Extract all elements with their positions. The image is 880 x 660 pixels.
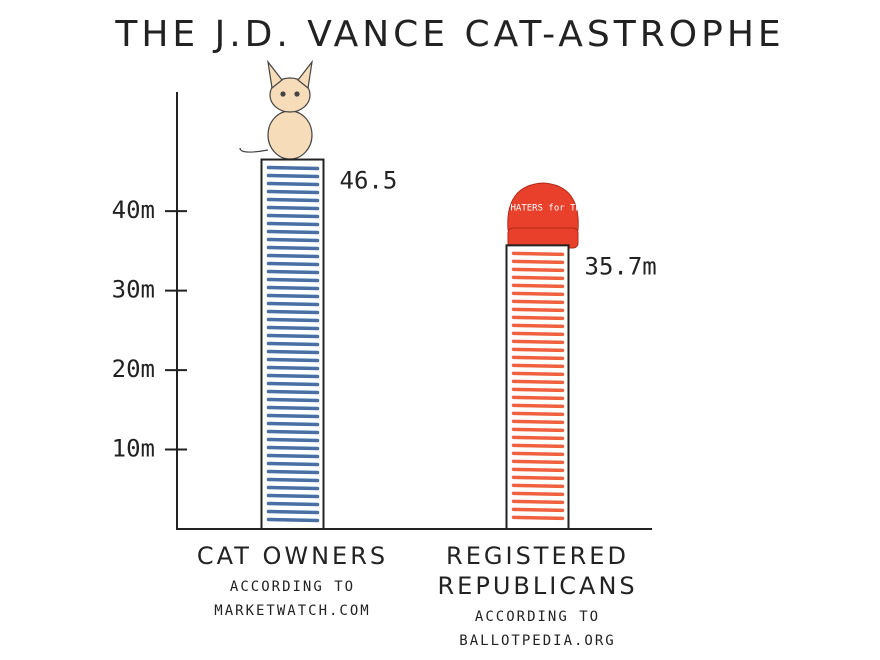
bar-stripe xyxy=(266,509,320,515)
bar-stripe xyxy=(266,277,320,283)
bar-stripe xyxy=(511,331,565,337)
bar-stripe xyxy=(511,299,565,305)
bar-stripe xyxy=(266,517,320,523)
bar-stripe xyxy=(511,443,565,449)
bar-stripe xyxy=(266,349,320,355)
bar-stripe xyxy=(266,389,320,395)
bar-stripe xyxy=(266,357,320,363)
bar-stripe xyxy=(511,379,565,385)
bar-stripe xyxy=(511,427,565,433)
bar-stripe xyxy=(511,307,565,313)
bar-stripe xyxy=(511,315,565,321)
chart-title: THE J.D. VANCE CAT-ASTROPHE xyxy=(114,14,784,55)
bar-stripe xyxy=(511,411,565,417)
bar-stripe xyxy=(511,459,565,465)
bar-stripe xyxy=(266,501,320,507)
category-note: ACCORDING TO BALLOTPEDIA.ORG xyxy=(459,609,616,649)
bar-stripe xyxy=(511,419,565,425)
bar-stripe xyxy=(511,283,565,289)
bar-stripe xyxy=(511,339,565,345)
bar-stripe xyxy=(266,453,320,459)
bar-stripe xyxy=(511,515,565,521)
x-label-group: CAT OWNERS ACCORDING TO MARKETWATCH.COM xyxy=(193,541,393,623)
bar-stripe xyxy=(511,507,565,513)
bar-stripe xyxy=(266,421,320,427)
bar-stripe xyxy=(266,293,320,299)
bar-stripe xyxy=(266,285,320,291)
bar-stripe xyxy=(266,213,320,219)
bar-stripe xyxy=(511,403,565,409)
bar-stripe xyxy=(511,251,565,257)
bar-stripe xyxy=(266,253,320,259)
bar-stripe xyxy=(511,483,565,489)
bar-stripe xyxy=(266,197,320,203)
bar-stripe xyxy=(266,317,320,323)
bar-stripe xyxy=(511,291,565,297)
bar-stripe xyxy=(266,165,320,171)
x-tick-label: REGISTERED REPUBLICANS xyxy=(437,542,638,600)
bar-stripe xyxy=(266,493,320,499)
bar-stripe xyxy=(511,491,565,497)
bar-stripe xyxy=(266,301,320,307)
cat-drawing xyxy=(239,59,313,160)
bar-stripe xyxy=(511,467,565,473)
bar-stripe xyxy=(266,365,320,371)
bar-stripe xyxy=(266,413,320,419)
x-label-group: REGISTERED REPUBLICANS ACCORDING TO BALLO… xyxy=(438,541,638,653)
bar-stripe xyxy=(511,355,565,361)
bar-stripe xyxy=(266,405,320,411)
bar-stripe xyxy=(266,325,320,331)
bar-stripe xyxy=(511,275,565,281)
value-label: 46.5 xyxy=(340,167,398,195)
bar-stripe xyxy=(266,373,320,379)
bar-stripe xyxy=(266,229,320,235)
bar-stripe xyxy=(266,485,320,491)
bar-stripe xyxy=(266,469,320,475)
bar-stripe xyxy=(266,333,320,339)
bar-stripe xyxy=(511,387,565,393)
bar-stripe xyxy=(511,323,565,329)
bar-stripe xyxy=(511,259,565,265)
y-tick-label: 30m xyxy=(112,276,155,304)
bar-stripe xyxy=(266,381,320,387)
bar-stripe xyxy=(511,475,565,481)
bar-stripe xyxy=(266,237,320,243)
y-tick-label: 20m xyxy=(112,355,155,383)
bar-stripe xyxy=(266,477,320,483)
y-tick-label: 40m xyxy=(112,196,155,224)
bar-stripe xyxy=(266,445,320,451)
bar-stripe xyxy=(266,341,320,347)
bar-stripe xyxy=(511,371,565,377)
bar-stripe xyxy=(266,437,320,443)
bar-stripe xyxy=(511,395,565,401)
hat-drawing: CAT HATERS for TRUMP xyxy=(489,182,598,249)
bar-stripe xyxy=(266,269,320,275)
bar-stripe xyxy=(511,499,565,505)
bar-stripe xyxy=(266,309,320,315)
bar-stripe xyxy=(266,205,320,211)
bar-stripe xyxy=(266,429,320,435)
x-tick-label: CAT OWNERS xyxy=(196,542,389,570)
bar-stripe xyxy=(266,173,320,179)
bar-stripe xyxy=(266,189,320,195)
bar-stripe xyxy=(511,267,565,273)
bar-stripe xyxy=(266,397,320,403)
value-label: 35.7m xyxy=(585,252,657,280)
bar-stripe xyxy=(511,435,565,441)
bar-stripe xyxy=(511,347,565,353)
bar-stripe xyxy=(266,261,320,267)
bar-stripe xyxy=(266,181,320,187)
bar-stripe xyxy=(511,363,565,369)
bar-stripe xyxy=(266,461,320,467)
bar-stripe xyxy=(511,451,565,457)
bar-stripe xyxy=(266,221,320,227)
category-note: ACCORDING TO MARKETWATCH.COM xyxy=(214,579,371,619)
y-tick-label: 10m xyxy=(112,435,155,463)
bar-stripe xyxy=(266,245,320,251)
hat-text: CAT HATERS for TRUMP xyxy=(489,204,598,214)
